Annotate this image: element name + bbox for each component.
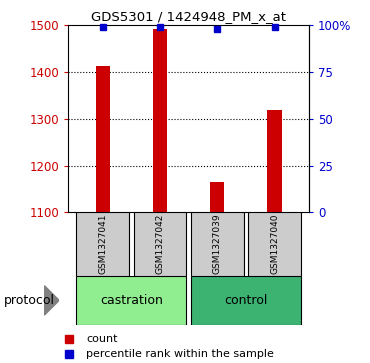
Bar xyxy=(77,212,129,276)
Text: protocol: protocol xyxy=(4,294,55,307)
Bar xyxy=(268,110,282,212)
Bar xyxy=(134,212,186,276)
Text: control: control xyxy=(224,294,268,307)
Text: GSM1327040: GSM1327040 xyxy=(270,214,279,274)
Bar xyxy=(191,212,244,276)
Bar xyxy=(96,66,110,212)
Text: castration: castration xyxy=(100,294,163,307)
Title: GDS5301 / 1424948_PM_x_at: GDS5301 / 1424948_PM_x_at xyxy=(91,10,286,23)
Bar xyxy=(77,276,186,325)
Text: count: count xyxy=(86,334,118,344)
Text: percentile rank within the sample: percentile rank within the sample xyxy=(86,349,274,359)
Bar xyxy=(210,182,225,212)
Text: GSM1327042: GSM1327042 xyxy=(155,214,165,274)
Text: GSM1327041: GSM1327041 xyxy=(98,214,107,274)
Bar xyxy=(248,212,301,276)
Polygon shape xyxy=(44,286,59,315)
Text: GSM1327039: GSM1327039 xyxy=(213,214,222,274)
Bar xyxy=(153,29,167,212)
Bar xyxy=(191,276,301,325)
